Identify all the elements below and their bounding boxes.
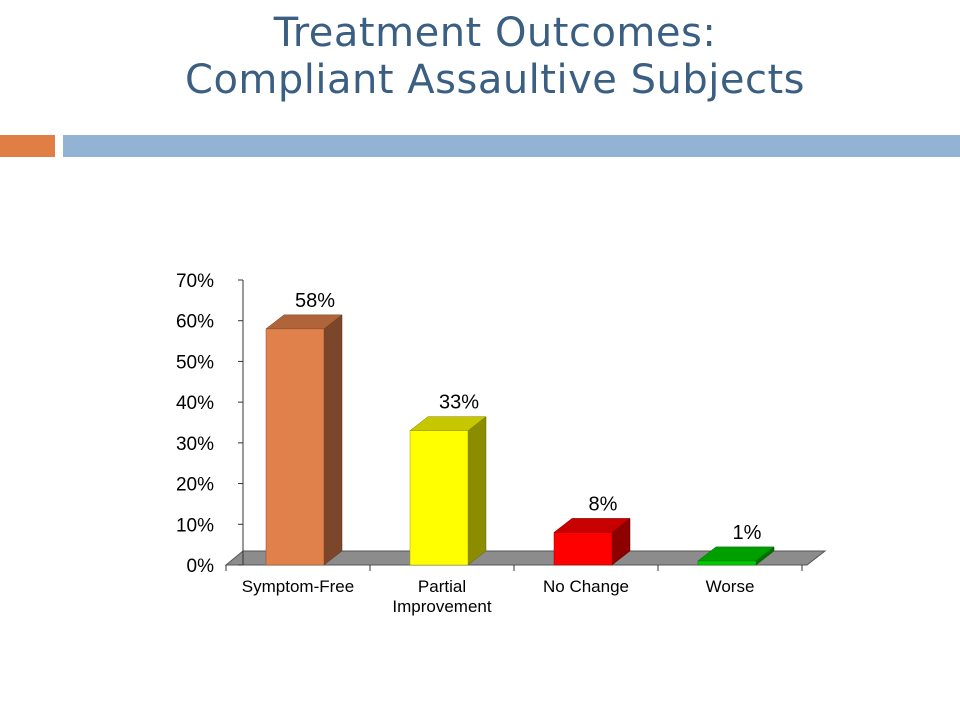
title-line-2: Compliant Assaultive Subjects [185,57,805,103]
y-tick-label: 50% [176,352,214,373]
x-tick-label: No Change [543,577,629,596]
y-tick-label: 0% [187,556,215,577]
chart-floor [224,550,827,566]
x-tick-label: Worse [706,577,755,596]
data-label: 1% [733,522,762,544]
bar [409,430,469,566]
y-tick-label: 60% [176,312,214,333]
title-line-1: Treatment Outcomes: [273,10,717,56]
data-label: 8% [589,493,618,515]
x-tick-label: Symptom-Free [242,577,354,596]
bar-side [323,314,343,566]
bar [697,560,757,566]
y-tick-label: 10% [176,515,214,536]
x-tick-label: Partial Improvement [392,577,491,616]
data-label: 58% [295,290,335,312]
bar-side [467,416,487,566]
bar [553,532,613,566]
y-tick-label: 20% [176,475,214,496]
accent-bar-blue [63,135,960,157]
page-title: Treatment Outcomes: Compliant Assaultive… [0,10,960,104]
accent-bar-orange [0,135,55,157]
bar [265,328,325,566]
data-label: 33% [439,392,479,414]
y-tick-label: 30% [176,434,214,455]
y-tick-label: 70% [176,271,214,292]
y-tick-label: 40% [176,393,214,414]
